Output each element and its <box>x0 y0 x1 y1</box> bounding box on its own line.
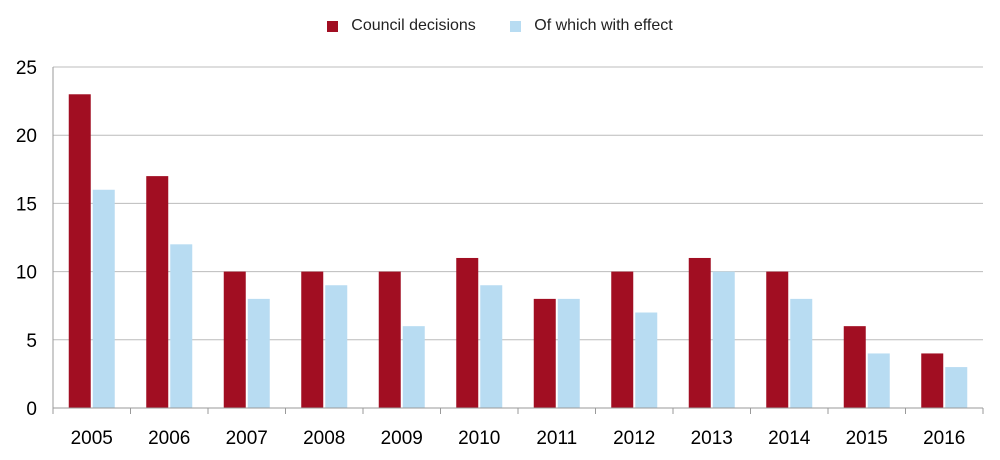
legend-swatch-with-effect <box>510 20 522 32</box>
bar-council-decisions-2010 <box>456 257 479 408</box>
bar-with-effect-2013 <box>712 271 735 408</box>
bar-council-decisions-2006 <box>146 176 169 408</box>
bar-with-effect-2011 <box>557 298 580 408</box>
x-tick-label: 2016 <box>923 428 965 449</box>
bar-with-effect-2006 <box>170 244 193 408</box>
legend-swatch-council-decisions <box>327 20 339 32</box>
bar-council-decisions-2015 <box>843 326 866 408</box>
bar-with-effect-2016 <box>945 367 968 408</box>
bar-with-effect-2014 <box>790 298 813 408</box>
y-tick-label: 5 <box>26 331 37 352</box>
bar-with-effect-2015 <box>867 353 890 408</box>
y-tick-label: 0 <box>26 399 37 420</box>
bar-council-decisions-2011 <box>533 298 556 408</box>
x-tick-label: 2014 <box>768 428 811 449</box>
bar-with-effect-2007 <box>247 298 270 408</box>
y-tick-label: 10 <box>16 263 37 284</box>
x-tick-label: 2012 <box>613 428 655 449</box>
y-tick-label: 20 <box>16 126 37 147</box>
x-tick-label: 2015 <box>846 428 888 449</box>
bar-with-effect-2009 <box>402 326 425 408</box>
bar-council-decisions-2013 <box>688 257 711 408</box>
bar-with-effect-2005 <box>92 189 115 408</box>
x-tick-label: 2013 <box>691 428 733 449</box>
bar-with-effect-2010 <box>480 285 503 408</box>
legend-label-council-decisions: Council decisions <box>351 17 476 34</box>
legend-label-with-effect: Of which with effect <box>534 17 673 34</box>
bar-council-decisions-2014 <box>766 271 789 408</box>
legend-item-council-decisions: Council decisions <box>327 17 476 35</box>
x-tick-label: 2011 <box>536 428 577 449</box>
x-tick-label: 2008 <box>303 428 345 449</box>
bar-council-decisions-2005 <box>68 94 91 408</box>
x-tick-label: 2007 <box>226 428 268 449</box>
bar-council-decisions-2007 <box>223 271 246 408</box>
legend-item-with-effect: Of which with effect <box>510 17 673 35</box>
legend: Council decisions Of which with effect <box>0 17 1000 37</box>
y-tick-label: 25 <box>16 58 37 79</box>
bar-with-effect-2008 <box>325 285 348 408</box>
bar-council-decisions-2009 <box>378 271 401 408</box>
bar-with-effect-2012 <box>635 312 658 408</box>
x-tick-label: 2005 <box>71 428 113 449</box>
bar-council-decisions-2016 <box>921 353 944 408</box>
bar-council-decisions-2008 <box>301 271 324 408</box>
x-tick-label: 2010 <box>458 428 500 449</box>
x-tick-label: 2006 <box>148 428 190 449</box>
bar-council-decisions-2012 <box>611 271 634 408</box>
x-tick-label: 2009 <box>381 428 423 449</box>
y-tick-label: 15 <box>16 194 37 215</box>
